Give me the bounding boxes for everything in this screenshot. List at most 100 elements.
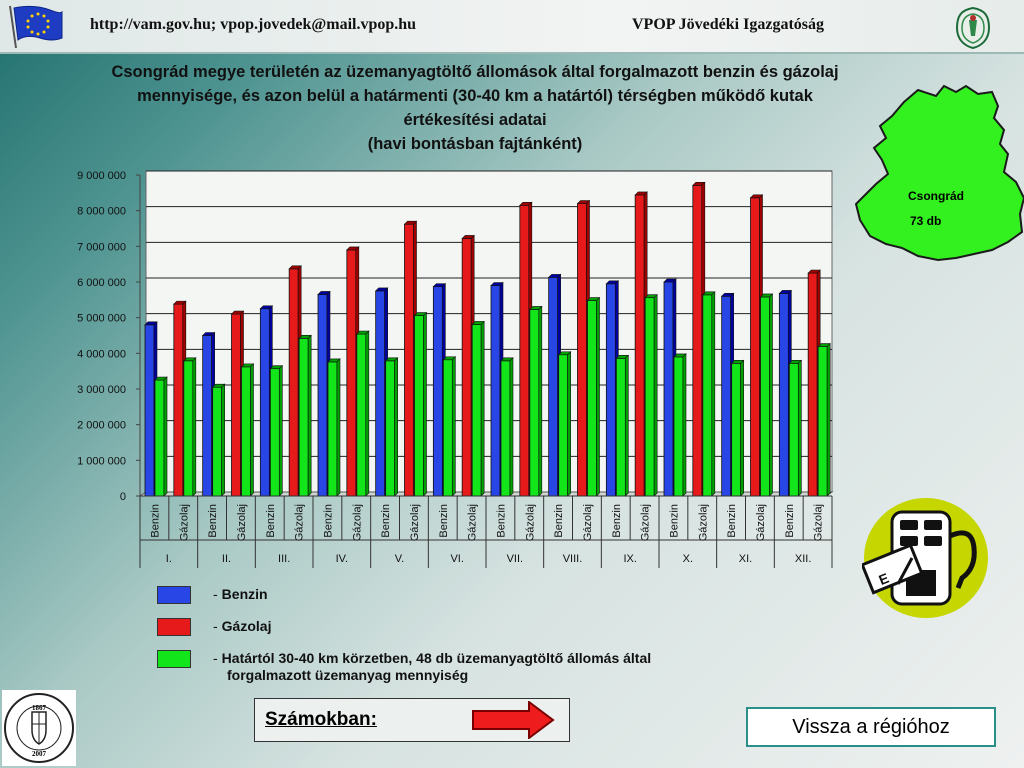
header-url[interactable]: http://vam.gov.hu; vpop.jovedek@mail.vpo… (90, 16, 417, 33)
szamokban-label: Számokban: (265, 709, 377, 730)
x-month-label: VIII. (563, 553, 583, 565)
bar-hatar-benzin (731, 362, 742, 497)
y-tick-label: 6 000 000 (77, 277, 126, 289)
x-fuel-label: Benzin (553, 504, 565, 538)
bar-gazolaj (231, 313, 241, 497)
bar-hatar-benzin-side (798, 359, 802, 497)
bar-hatar-gazolaj (298, 337, 309, 497)
x-fuel-label: Benzin (322, 504, 334, 538)
szamokban-button[interactable]: Számokban: (254, 698, 570, 742)
bar-hatar-benzin (385, 360, 396, 497)
y-tick-label: 7 000 000 (77, 241, 126, 253)
bar-hatar-gazolaj-side (596, 296, 600, 497)
bar-hatar-benzin-side (682, 353, 687, 497)
bar-hatar-gazolaj-side (826, 342, 831, 497)
x-month-label: I. (166, 553, 172, 565)
legend-swatch-hatar (157, 650, 191, 668)
y-tick-label: 0 (120, 491, 126, 503)
bar-benzin (548, 276, 559, 497)
bar-gazolaj (346, 249, 357, 497)
bar-hatar-benzin (788, 362, 799, 497)
bar-hatar-gazolaj (587, 300, 597, 497)
legend-label-gazolaj: - Gázolaj (213, 618, 272, 634)
bar-hatar-benzin (673, 356, 684, 497)
x-month-label: V. (395, 553, 404, 565)
svg-text:1867: 1867 (32, 704, 47, 712)
y-tick-label: 5 000 000 (77, 313, 126, 325)
bar-benzin (605, 283, 616, 497)
x-month-label: VI. (450, 553, 463, 565)
x-fuel-label: Gázolaj (409, 504, 421, 541)
bar-hatar-benzin (154, 379, 165, 497)
map-station-count: 73 db (910, 214, 941, 228)
bar-benzin (144, 324, 155, 497)
x-fuel-label: Gázolaj (524, 504, 536, 541)
x-month-label: X. (683, 553, 693, 565)
eu-flag-icon (9, 5, 63, 48)
bar-gazolaj (404, 223, 414, 497)
title-line-4: (havi bontásban fajtánként) (367, 135, 583, 153)
bar-gazolaj (461, 238, 472, 497)
x-month-label: IX. (623, 553, 636, 565)
bar-hatar-benzin (327, 361, 338, 497)
bar-hatar-benzin-side (740, 359, 744, 497)
bar-gazolaj (173, 303, 184, 497)
bar-benzin (721, 295, 732, 497)
anniversary-seal-icon: 1867 2007 (2, 690, 76, 766)
title-line-1: Csongrád megye területén az üzemanyagtöl… (111, 63, 839, 81)
bar-hatar-benzin-side (279, 364, 283, 497)
bar-hatar-benzin (212, 386, 223, 497)
legend-label-hatar: - Határtól 30-40 km körzetben, 48 db üzem… (213, 650, 652, 683)
y-tick-label: 9 000 000 (77, 170, 126, 182)
bar-hatar-gazolaj-side (538, 305, 543, 497)
bar-hatar-gazolaj (183, 360, 194, 497)
bar-hatar-gazolaj (471, 324, 482, 497)
bar-hatar-gazolaj-side (711, 291, 716, 497)
bar-hatar-gazolaj-side (769, 293, 773, 497)
x-month-label: XI. (739, 553, 752, 565)
x-fuel-label: Gázolaj (582, 504, 594, 541)
bar-hatar-benzin-side (625, 354, 629, 497)
x-fuel-label: Gázolaj (294, 504, 306, 541)
map-county-label: Csongrád (908, 189, 964, 203)
bar-hatar-gazolaj (414, 315, 424, 497)
bar-hatar-benzin-side (452, 356, 456, 497)
x-fuel-label: Benzin (207, 504, 219, 538)
chart-title: Csongrád megye területén az üzemanyagtöl… (20, 60, 930, 156)
csongrad-map: Csongrád 73 db (854, 84, 1024, 262)
bar-hatar-gazolaj-side (250, 363, 254, 497)
y-tick-label: 2 000 000 (77, 420, 126, 432)
x-fuel-label: Benzin (380, 504, 392, 538)
bar-gazolaj (750, 197, 760, 497)
bar-hatar-gazolaj-side (365, 330, 370, 497)
bar-hatar-gazolaj (817, 346, 828, 497)
bar-hatar-gazolaj (529, 309, 540, 497)
legend-label-benzin: - Benzin (213, 586, 268, 602)
arrow-right-icon[interactable] (471, 701, 555, 739)
header-bar (0, 0, 1024, 54)
bar-benzin (259, 308, 270, 497)
bar-benzin (778, 293, 789, 497)
y-tick-label: 1 000 000 (77, 455, 126, 467)
bar-hatar-benzin (500, 360, 511, 497)
bar-hatar-gazolaj (760, 296, 770, 497)
x-fuel-label: Gázolaj (697, 504, 709, 541)
bar-hatar-benzin-side (163, 376, 168, 497)
bar-hatar-benzin-side (394, 357, 398, 497)
back-to-region-button[interactable]: Vissza a régióhoz (746, 707, 996, 747)
x-fuel-label: Gázolaj (640, 504, 652, 541)
bar-hatar-benzin-side (509, 357, 514, 497)
bar-hatar-gazolaj (356, 333, 367, 497)
bar-hatar-gazolaj (644, 297, 655, 497)
title-line-3: értékesítési adatai (403, 111, 547, 129)
x-fuel-label: Gázolaj (236, 504, 248, 541)
x-month-label: III. (278, 553, 290, 565)
x-month-label: XII. (795, 553, 812, 565)
bar-gazolaj (519, 204, 530, 497)
header-organization: VPOP Jövedéki Igazgatóság (632, 16, 824, 33)
bar-benzin (202, 335, 213, 497)
x-fuel-label: Benzin (495, 504, 507, 538)
bar-gazolaj (577, 203, 587, 497)
x-fuel-label: Benzin (784, 504, 796, 538)
bar-gazolaj (692, 184, 703, 497)
